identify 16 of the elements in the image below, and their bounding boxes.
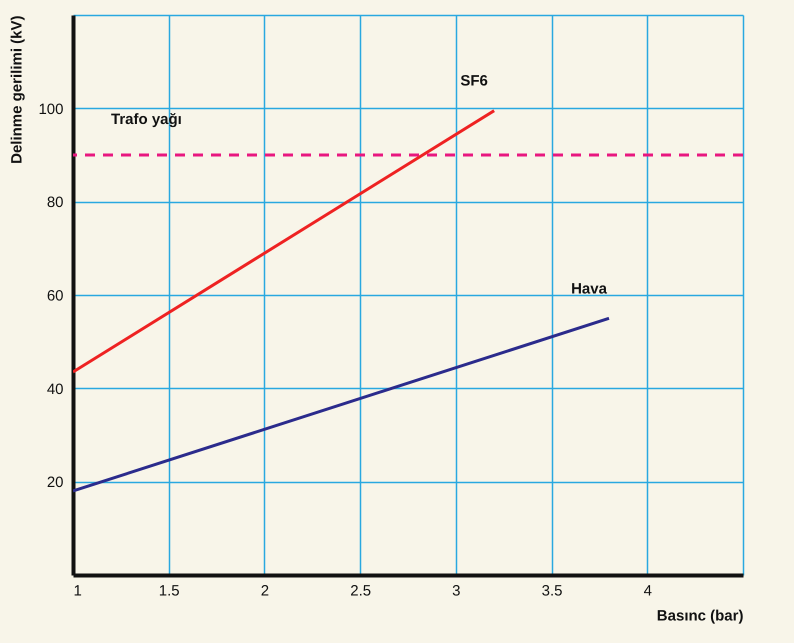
x-tick-label: 2.5: [350, 582, 372, 600]
x-tick-label: 2: [260, 582, 270, 600]
x-tick-label: 4: [644, 582, 652, 600]
y-axis-title: Delinme gerilimi (kV): [8, 15, 26, 164]
x-tick-label: 3: [452, 582, 461, 600]
x-tick-label: 1: [74, 582, 82, 600]
x-tick-label: 3.5: [542, 582, 562, 600]
y-tick-label: 20: [46, 474, 64, 492]
y-tick-label: 60: [46, 288, 64, 304]
y-tick-label: 80: [46, 194, 64, 212]
x-tick-label: 1.5: [158, 582, 180, 600]
y-tick-label: 40: [46, 380, 64, 398]
y-tick-label: 100: [38, 100, 64, 118]
x-axis-title: Basınc (bar): [656, 608, 744, 624]
series-label: Hava: [571, 280, 608, 298]
series-label: SF6: [460, 72, 488, 90]
